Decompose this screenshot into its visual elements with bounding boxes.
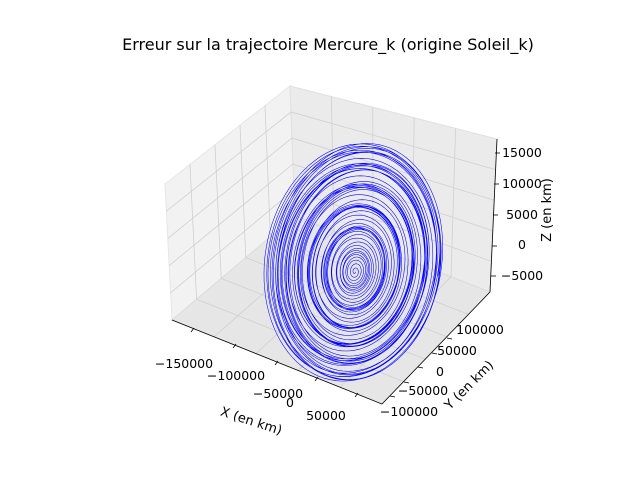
grid-line <box>245 257 447 338</box>
grid-line <box>189 164 197 300</box>
tick-mark <box>389 395 396 398</box>
tick-mark <box>403 381 410 384</box>
z-tick-label: 10000 <box>502 176 542 191</box>
grid-line <box>255 246 374 354</box>
x-tick-label: −150000 <box>155 356 213 371</box>
grid-line <box>167 137 495 239</box>
tick-mark <box>446 337 453 340</box>
z-tick-label: 0 <box>518 237 526 252</box>
tick-mark <box>417 366 424 369</box>
x-tick-label: 0 <box>286 395 294 410</box>
z-tick-label: 15000 <box>502 145 542 160</box>
z-tick-label: 5000 <box>506 207 538 222</box>
grid-lines <box>166 96 496 388</box>
tick-mark <box>274 360 279 366</box>
z-tick-label: −5000 <box>501 268 543 283</box>
grid-line <box>270 236 469 315</box>
y-tick-label: 50000 <box>437 343 477 358</box>
tick-mark <box>314 376 319 382</box>
x-tick-label: −100000 <box>207 368 265 383</box>
z-axis-line <box>489 138 498 293</box>
grid-line <box>166 111 496 212</box>
x-tick-label: 50000 <box>306 408 346 423</box>
grid-line <box>214 144 222 279</box>
grid-line <box>168 163 493 266</box>
y-tick-label: 100000 <box>456 322 504 337</box>
grid-line <box>213 230 335 338</box>
tick-mark <box>190 327 195 333</box>
x-tick-label: −50000 <box>253 386 303 401</box>
trajectory-line <box>263 143 443 382</box>
y-axis-line <box>381 291 491 405</box>
grid-line <box>331 96 335 232</box>
grid-line <box>264 105 271 237</box>
tick-mark <box>431 352 438 355</box>
y-tick-label: −100000 <box>380 404 438 419</box>
z-axis-label: Z (en km) <box>540 178 555 242</box>
y-tick-label: 0 <box>436 364 444 379</box>
trajectory-series <box>263 143 443 382</box>
tick-mark <box>354 392 359 398</box>
chart-title: Erreur sur la trajectoire Mercure_k (ori… <box>122 35 534 55</box>
grid-line <box>239 125 247 258</box>
grid-line <box>450 128 456 277</box>
y-tick-label: −50000 <box>398 383 448 398</box>
tick-mark <box>232 343 237 349</box>
